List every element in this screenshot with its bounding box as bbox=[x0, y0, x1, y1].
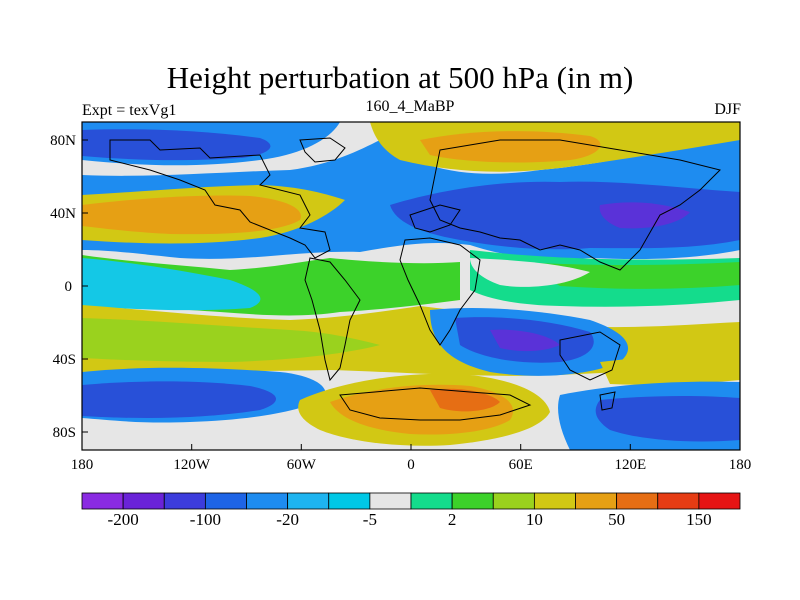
colorbar-swatch bbox=[575, 492, 618, 510]
contour-darkorange-core-north bbox=[82, 195, 301, 235]
lon-tick-60w: 60W bbox=[287, 457, 317, 473]
lon-tick-0: 0 bbox=[407, 457, 415, 473]
colorbar-swatch bbox=[451, 492, 494, 510]
contour-deep-blue-south-east bbox=[595, 395, 740, 442]
lat-tick-40s: 40S bbox=[53, 352, 76, 368]
colorbar-swatch bbox=[204, 492, 247, 510]
colorbar-label: 2 bbox=[448, 510, 457, 529]
season-label: DJF bbox=[714, 101, 741, 118]
colorbar-swatch bbox=[410, 492, 453, 510]
colorbar-swatch bbox=[287, 492, 330, 510]
contour-deep-blue-south-pacific bbox=[82, 381, 277, 418]
colorbar-swatch bbox=[492, 492, 535, 510]
colorbar-swatch bbox=[328, 492, 371, 510]
colorbar-swatch bbox=[533, 492, 576, 510]
lon-axis: 180 120W 60W 0 60E 120E 180 bbox=[71, 444, 752, 473]
colorbar: -200 -100 -20 -5 2 10 50 150 bbox=[81, 492, 741, 529]
lon-tick-180e: 180 bbox=[729, 457, 752, 473]
colorbar-swatch bbox=[81, 492, 124, 510]
contour-deep-blue-core-north bbox=[390, 181, 740, 250]
colorbar-label: 50 bbox=[608, 510, 625, 529]
lon-tick-120e: 120E bbox=[614, 457, 646, 473]
contour-darkorange-south-atlantic bbox=[430, 388, 500, 412]
contour-purple-south-indian bbox=[490, 329, 560, 352]
lon-tick-60e: 60E bbox=[509, 457, 533, 473]
colorbar-label: -200 bbox=[108, 510, 139, 529]
chart-title: Height perturbation at 500 hPa (in m) bbox=[166, 60, 634, 95]
colorbar-label: -5 bbox=[363, 510, 377, 529]
colorbar-label: 150 bbox=[686, 510, 712, 529]
contour-green-south bbox=[82, 318, 380, 362]
colorbar-swatch bbox=[698, 492, 741, 510]
colorbar-label: -100 bbox=[190, 510, 221, 529]
colorbar-swatch bbox=[616, 492, 659, 510]
colorbar-swatch bbox=[657, 492, 700, 510]
period-label: 160_4_MaBP bbox=[365, 98, 455, 115]
colorbar-swatch bbox=[122, 492, 165, 510]
lat-axis: 80N 40N 0 40S 80S bbox=[50, 133, 88, 441]
contour-cyan-pacific bbox=[82, 258, 261, 311]
colorbar-swatch bbox=[163, 492, 206, 510]
colorbar-label: -20 bbox=[276, 510, 299, 529]
lat-tick-equator: 0 bbox=[65, 279, 73, 295]
lat-tick-80n: 80N bbox=[50, 133, 76, 149]
contour-yellow-south-east bbox=[600, 353, 740, 385]
contour-deep-blue-cap-west bbox=[82, 129, 271, 161]
colorbar-swatch bbox=[246, 492, 289, 510]
contour-field bbox=[82, 122, 740, 450]
contour-orange-cap-north bbox=[420, 131, 601, 163]
coastlines bbox=[109, 137, 721, 421]
lon-tick-180w: 180 bbox=[71, 457, 94, 473]
contour-bg-tropic-gap bbox=[470, 258, 590, 287]
lon-tick-120w: 120W bbox=[173, 457, 211, 473]
colorbar-swatch bbox=[369, 492, 412, 510]
colorbar-label: 10 bbox=[526, 510, 543, 529]
lat-tick-80s: 80S bbox=[53, 425, 76, 441]
lat-tick-40n: 40N bbox=[50, 206, 76, 222]
contour-purple-core-north bbox=[599, 202, 690, 229]
experiment-label: Expt = texVg1 bbox=[82, 102, 177, 119]
